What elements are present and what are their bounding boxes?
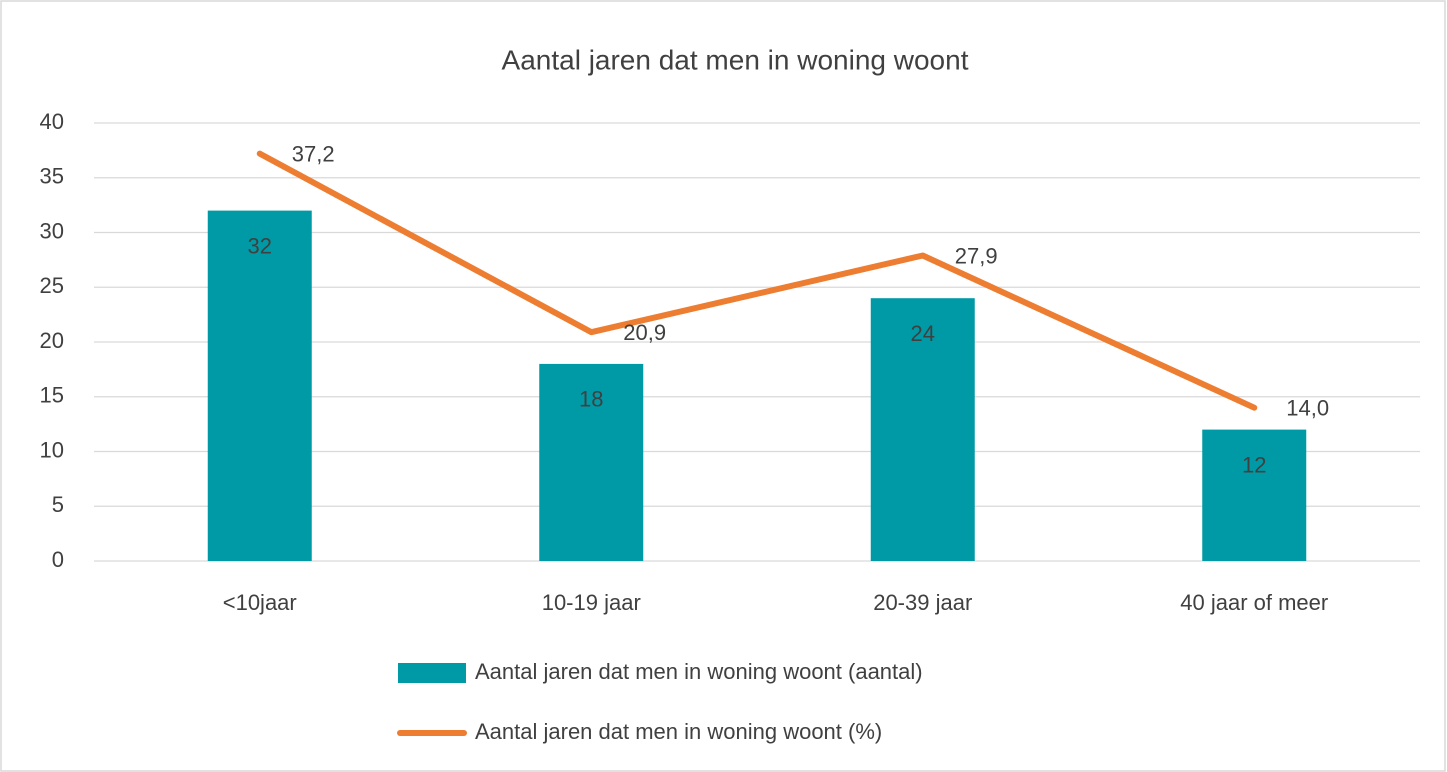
bar (539, 363, 644, 561)
y-tick-label: 15 (40, 383, 64, 408)
line-value-label: 37,2 (292, 141, 335, 166)
line-value-label: 20,9 (623, 320, 666, 345)
x-tick-label: 20-39 jaar (873, 590, 972, 615)
y-tick-label: 40 (40, 109, 64, 134)
y-tick-label: 30 (40, 218, 64, 243)
chart-title: Aantal jaren dat men in woning woont (502, 44, 969, 75)
y-tick-label: 5 (52, 492, 64, 517)
legend-label: Aantal jaren dat men in woning woont (aa… (475, 659, 923, 684)
x-tick-label: <10jaar (223, 590, 297, 615)
y-tick-label: 20 (40, 328, 64, 353)
bar-value-label: 12 (1242, 452, 1266, 477)
legend-swatch (398, 663, 466, 683)
bar (1202, 429, 1307, 561)
bar-value-label: 32 (248, 233, 272, 258)
bar (207, 210, 312, 561)
y-tick-label: 10 (40, 437, 64, 462)
bar-value-label: 24 (911, 321, 935, 346)
y-tick-label: 0 (52, 547, 64, 572)
line (256, 150, 1258, 411)
x-tick-label: 10-19 jaar (542, 590, 641, 615)
line-value-label: 14,0 (1286, 396, 1329, 421)
bar (870, 298, 975, 561)
y-tick-label: 25 (40, 273, 64, 298)
x-tick-label: 40 jaar of meer (1180, 590, 1328, 615)
line-value-label: 27,9 (955, 243, 998, 268)
bar-value-label: 18 (579, 387, 603, 412)
legend-label: Aantal jaren dat men in woning woont (%) (475, 719, 882, 744)
y-tick-label: 35 (40, 164, 64, 189)
